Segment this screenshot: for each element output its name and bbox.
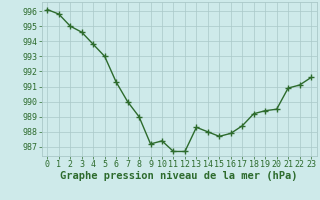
X-axis label: Graphe pression niveau de la mer (hPa): Graphe pression niveau de la mer (hPa) [60,171,298,181]
